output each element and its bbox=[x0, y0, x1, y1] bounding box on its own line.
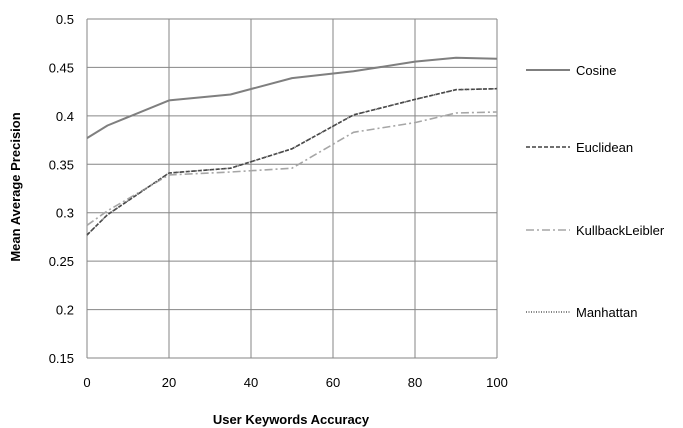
legend-label-cosine: Cosine bbox=[576, 63, 616, 78]
legend-label-manhattan: Manhattan bbox=[576, 305, 637, 320]
y-tick-label: 0.5 bbox=[56, 12, 74, 27]
legend: Cosine Euclidean KullbackLeibler Manhattan bbox=[526, 63, 665, 320]
y-axis-title: Mean Average Precision bbox=[8, 112, 23, 261]
x-tick-label: 80 bbox=[408, 375, 422, 390]
x-axis-title: User Keywords Accuracy bbox=[213, 412, 370, 427]
series-line-kullbackleibler bbox=[86, 111, 498, 226]
series-line-euclidean bbox=[86, 87, 498, 236]
x-tick-label: 40 bbox=[244, 375, 258, 390]
y-tick-label: 0.2 bbox=[56, 303, 74, 318]
y-tick-label: 0.15 bbox=[49, 351, 74, 366]
axes bbox=[86, 19, 497, 359]
grid bbox=[86, 18, 498, 359]
y-tick-label: 0.4 bbox=[56, 109, 74, 124]
x-tick-label: 20 bbox=[162, 375, 176, 390]
tick-labels: 0.15 0.2 0.25 0.3 0.35 0.4 0.45 0.5 0 20 40 60 80 100 bbox=[49, 12, 508, 390]
legend-label-kullbackleibler: KullbackLeibler bbox=[576, 223, 665, 238]
x-tick-label: 100 bbox=[486, 375, 508, 390]
series-line-cosine bbox=[86, 56, 498, 139]
y-tick-label: 0.45 bbox=[49, 60, 74, 75]
y-tick-label: 0.25 bbox=[49, 254, 74, 269]
y-tick-label: 0.35 bbox=[49, 157, 74, 172]
series-lines bbox=[86, 56, 498, 236]
y-tick-label: 0.3 bbox=[56, 206, 74, 221]
legend-label-euclidean: Euclidean bbox=[576, 140, 633, 155]
x-tick-label: 0 bbox=[83, 375, 90, 390]
x-tick-label: 60 bbox=[326, 375, 340, 390]
